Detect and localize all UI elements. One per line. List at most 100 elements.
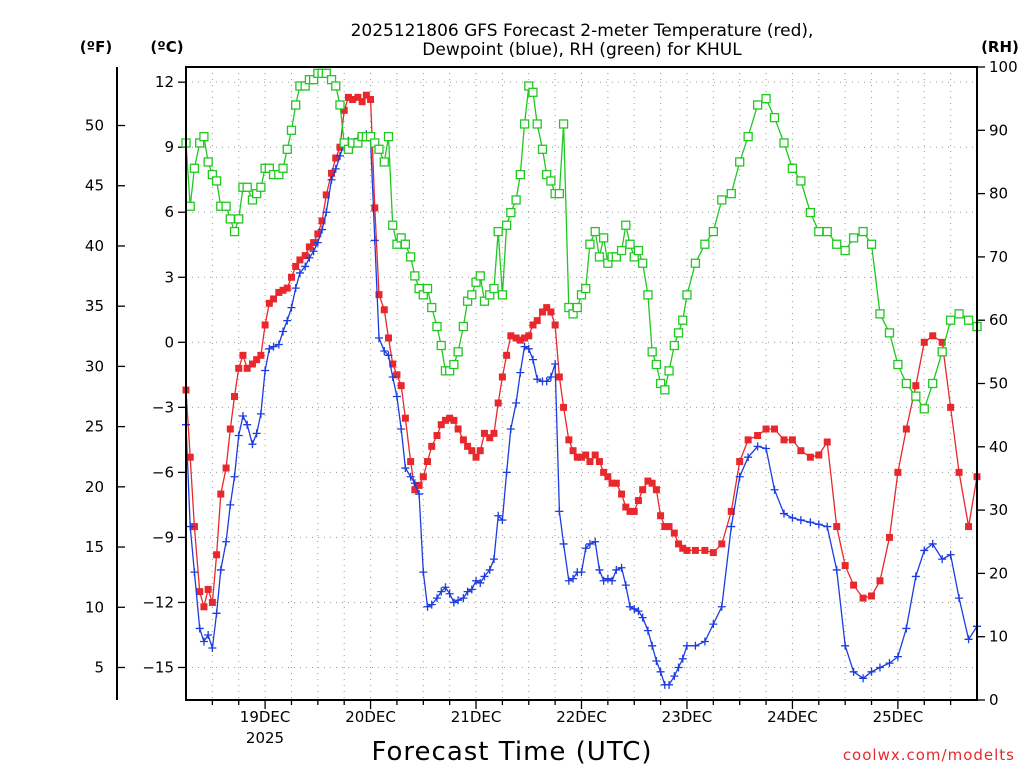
rh-point xyxy=(787,163,798,173)
dewpoint-point xyxy=(516,368,525,377)
grid-lines xyxy=(186,67,977,700)
temperature-point xyxy=(213,551,221,559)
rh-point xyxy=(374,144,384,154)
rh-point xyxy=(449,359,459,370)
temperature-point xyxy=(626,507,634,515)
temperature-point xyxy=(301,252,309,260)
temperature-point xyxy=(806,453,814,461)
dewpoint-point xyxy=(520,342,529,351)
dewpoint-point xyxy=(269,342,278,351)
chart-title-line1: 2025121806 GFS Forecast 2-meter Temperat… xyxy=(351,21,814,41)
temperature-point xyxy=(868,592,876,600)
dewpoint-point xyxy=(770,485,779,494)
rh-point xyxy=(893,359,903,370)
temperature-point xyxy=(314,230,322,238)
temperature-point xyxy=(547,308,555,316)
dewpoint-point xyxy=(542,377,551,386)
rh-point xyxy=(189,163,200,173)
dewpoint-point xyxy=(691,641,700,650)
x-tick-label: 19DEC xyxy=(240,708,291,726)
dewpoint-point xyxy=(449,598,458,607)
dewpoint-point xyxy=(832,565,841,574)
dewpoint-point xyxy=(370,236,379,245)
dewpoint-point xyxy=(938,555,947,564)
dewpoint-point xyxy=(489,555,498,564)
rh-tick-label: 20 xyxy=(989,564,1008,582)
rh-point xyxy=(199,131,209,142)
dewpoint-point xyxy=(301,262,310,271)
dewpoint-point xyxy=(441,583,450,592)
temperature-point xyxy=(407,458,415,466)
rh-tick-label: 100 xyxy=(989,58,1018,76)
dewpoint-point xyxy=(599,576,608,585)
temperature-point xyxy=(529,321,537,329)
temperature-point xyxy=(797,447,805,455)
rh-point xyxy=(643,290,653,300)
temperature-point xyxy=(349,96,357,104)
temperature-point xyxy=(859,594,867,602)
temperature-point xyxy=(454,425,462,433)
dewpoint-point xyxy=(648,641,657,650)
rh-point xyxy=(475,271,485,281)
dewpoint-point xyxy=(555,507,564,516)
rh-point xyxy=(779,138,789,148)
dewpoint-point xyxy=(397,425,406,434)
dewpoint-point xyxy=(674,663,683,672)
temperature-point xyxy=(885,533,893,541)
temperature-point xyxy=(318,217,326,225)
temperature-point xyxy=(630,507,638,515)
chart-title-line2: Dewpoint (blue), RH (green) for KHUL xyxy=(422,40,742,60)
temperature-point xyxy=(494,399,502,407)
rh-point xyxy=(432,321,442,332)
rh-point xyxy=(822,226,832,237)
dewpoint-point xyxy=(415,490,424,499)
temperature-point xyxy=(644,477,652,485)
temperature-point xyxy=(920,338,928,346)
temperature-point xyxy=(257,351,265,359)
rh-point xyxy=(875,309,885,319)
temperature-point xyxy=(648,479,656,487)
c-tick-label: −12 xyxy=(142,593,174,611)
dewpoint-point xyxy=(437,587,446,596)
temperature-point xyxy=(736,458,744,466)
rh-point xyxy=(515,169,525,180)
dewpoint-point xyxy=(190,568,199,577)
dewpoint-point xyxy=(581,544,590,553)
temperature-point xyxy=(476,447,484,455)
temperature-point xyxy=(679,544,687,552)
c-tick-label: −6 xyxy=(152,463,174,481)
temperature-point xyxy=(912,382,920,390)
rh-point xyxy=(700,239,710,249)
dewpoint-point xyxy=(238,412,247,421)
dewpoint-point xyxy=(595,565,604,574)
dewpoint-point xyxy=(494,511,503,520)
temperature-point xyxy=(762,425,770,433)
dewpoint-point xyxy=(248,440,257,449)
dewpoint-point xyxy=(885,659,894,668)
temperature-point xyxy=(709,549,717,557)
dewpoint-point xyxy=(564,576,573,585)
rh-point xyxy=(651,359,662,370)
rh-point xyxy=(752,100,763,110)
dewpoint-point xyxy=(309,247,318,256)
dewpoint-point xyxy=(814,520,823,529)
temperature-point xyxy=(362,91,370,99)
dewpoint-point xyxy=(410,479,419,488)
rh-point xyxy=(954,309,964,319)
rh-point xyxy=(616,245,627,256)
temperature-point xyxy=(670,529,678,537)
dewpoint-point xyxy=(212,609,221,618)
dewpoint-point xyxy=(261,366,270,375)
dewpoint-point xyxy=(406,472,415,481)
dewpoint-point xyxy=(727,522,736,531)
temperature-point xyxy=(551,321,559,329)
temperature-point xyxy=(555,373,563,381)
dewpoint-point xyxy=(682,641,691,650)
temperature-point xyxy=(265,299,273,307)
rh-point xyxy=(458,321,469,332)
dewpoint-point xyxy=(388,372,397,381)
rh-point xyxy=(726,188,736,199)
rh-point xyxy=(537,144,548,154)
rh-point xyxy=(769,112,780,123)
rh-tick-label: 30 xyxy=(989,501,1008,519)
